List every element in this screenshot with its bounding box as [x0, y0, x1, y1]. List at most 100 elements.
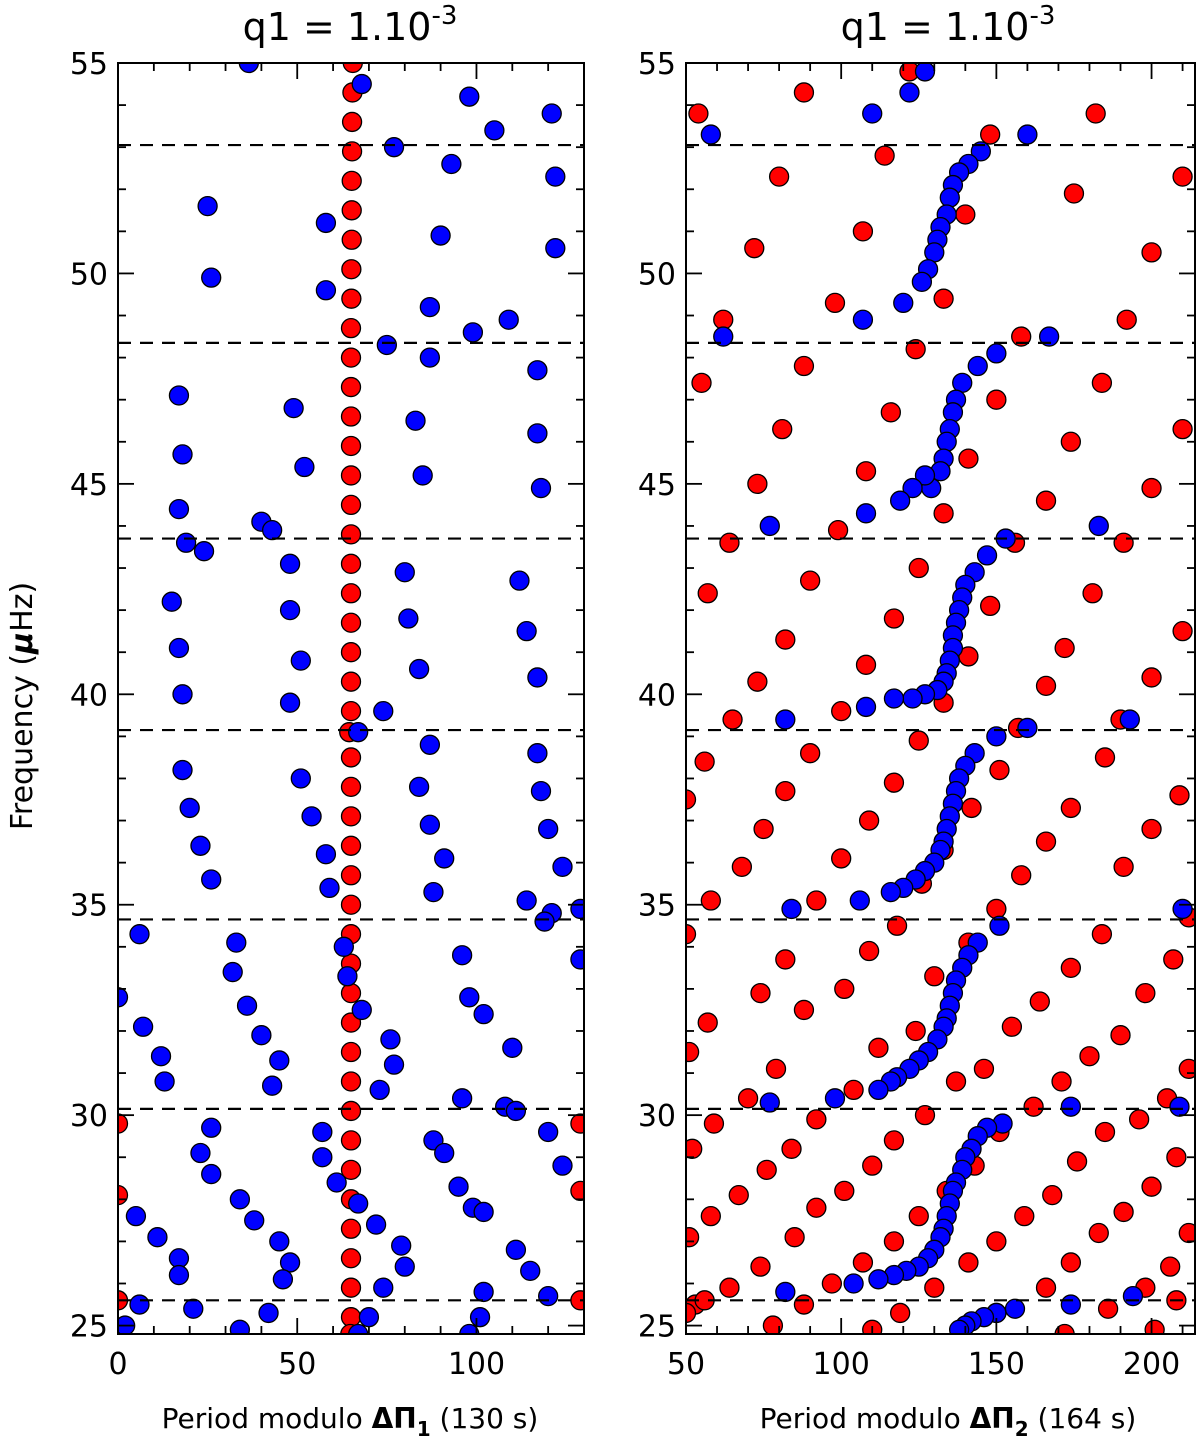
- red-data-point: [118, 1113, 129, 1134]
- left-dashed-lines: [118, 143, 584, 1302]
- blue-data-point: [315, 212, 337, 234]
- blue-data-point: [430, 225, 451, 246]
- blue-data-point: [201, 1163, 222, 1185]
- red-data-point: [1113, 856, 1134, 877]
- red-data-point: [340, 435, 362, 457]
- red-data-point: [691, 372, 712, 394]
- red-data-point: [1172, 418, 1193, 440]
- blue-data-point: [1038, 326, 1060, 347]
- blue-data-point: [448, 1176, 469, 1197]
- y-tick-label: 50: [70, 257, 108, 292]
- red-data-point: [1110, 1025, 1131, 1046]
- blue-data-point: [527, 743, 548, 764]
- red-data-point: [1023, 1096, 1044, 1117]
- blue-data-point: [118, 987, 129, 1008]
- blue-data-point: [269, 1231, 290, 1252]
- blue-data-point: [358, 1307, 380, 1328]
- red-data-point: [843, 1079, 864, 1101]
- red-data-point: [924, 966, 945, 987]
- red-data-point: [340, 1100, 362, 1122]
- blue-data-point: [538, 818, 559, 840]
- red-data-point: [799, 570, 821, 591]
- blue-data-point: [315, 280, 337, 301]
- red-data-point: [1011, 326, 1032, 347]
- red-data-point: [1091, 372, 1113, 394]
- left-plot-frame: [117, 62, 585, 1335]
- blue-data-point: [534, 911, 555, 932]
- blue-data-point: [383, 137, 405, 158]
- red-data-point: [340, 1130, 362, 1151]
- red-data-point: [806, 890, 827, 911]
- red-data-point: [340, 671, 362, 692]
- blue-data-point: [258, 1302, 279, 1324]
- y-tick-label: 30: [70, 1099, 108, 1134]
- red-data-point: [1051, 1071, 1072, 1092]
- red-data-point: [340, 1307, 362, 1328]
- blue-data-point: [419, 814, 441, 835]
- blue-data-point: [229, 1319, 251, 1334]
- blue-data-point: [942, 402, 964, 423]
- red-data-point: [1141, 477, 1162, 499]
- blue-data-point: [279, 599, 301, 621]
- blue-data-point: [394, 562, 415, 583]
- red-data-point: [768, 166, 790, 187]
- red-data-point: [340, 465, 362, 486]
- red-data-point: [772, 418, 793, 440]
- red-data-point: [341, 288, 362, 309]
- red-data-point: [697, 583, 718, 604]
- red-data-point: [1035, 1277, 1057, 1298]
- blue-data-point: [986, 726, 1007, 747]
- blue-data-point: [190, 835, 211, 856]
- red-data-point: [1172, 621, 1193, 642]
- red-data-point: [341, 229, 362, 250]
- red-data-point: [341, 111, 363, 133]
- blue-data-point: [348, 722, 369, 743]
- red-data-point: [1160, 1256, 1181, 1277]
- blue-data-point: [880, 881, 901, 903]
- red-data-point: [340, 747, 362, 768]
- blue-data-point: [261, 1075, 283, 1096]
- blue-data-point: [373, 700, 394, 722]
- right-data-points: [686, 63, 1195, 1334]
- blue-data-point: [473, 1281, 494, 1303]
- red-data-point: [700, 1206, 721, 1227]
- red-data-point: [340, 406, 362, 427]
- left-data-points: [118, 63, 584, 1334]
- red-data-point: [340, 806, 362, 827]
- blue-data-point: [498, 309, 519, 330]
- red-data-point: [874, 145, 895, 166]
- red-data-point: [697, 1012, 718, 1033]
- blue-data-point: [380, 1029, 401, 1050]
- blue-data-point: [868, 1269, 889, 1290]
- blue-data-point: [201, 869, 222, 890]
- red-data-point: [340, 583, 362, 604]
- red-data-point: [862, 1155, 883, 1176]
- red-data-point: [834, 978, 855, 1000]
- red-data-point: [340, 894, 362, 915]
- red-data-point: [1094, 747, 1116, 768]
- blue-data-point: [541, 103, 562, 124]
- red-data-point: [821, 1273, 843, 1294]
- red-data-point: [340, 553, 362, 574]
- blue-data-point: [315, 844, 337, 865]
- red-data-point: [728, 1184, 749, 1206]
- red-data-point: [340, 1041, 362, 1063]
- y-tick-label: 25: [638, 1310, 676, 1345]
- blue-data-point: [348, 1323, 369, 1334]
- blue-data-point: [201, 267, 222, 288]
- red-data-point: [340, 700, 362, 722]
- red-data-point: [688, 103, 709, 124]
- blue-data-point: [294, 456, 315, 478]
- red-data-point: [855, 654, 877, 675]
- red-data-point: [883, 772, 905, 793]
- red-data-point: [737, 1088, 759, 1109]
- blue-data-point: [893, 292, 914, 314]
- blue-data-point: [312, 1121, 333, 1143]
- red-data-point: [986, 389, 1007, 410]
- x-tick-label: 150: [968, 1347, 1025, 1382]
- red-data-point: [340, 865, 362, 886]
- x-tick-label: 0: [108, 1347, 127, 1382]
- red-data-point: [806, 1109, 827, 1130]
- blue-data-point: [175, 532, 197, 553]
- blue-data-point: [408, 658, 430, 680]
